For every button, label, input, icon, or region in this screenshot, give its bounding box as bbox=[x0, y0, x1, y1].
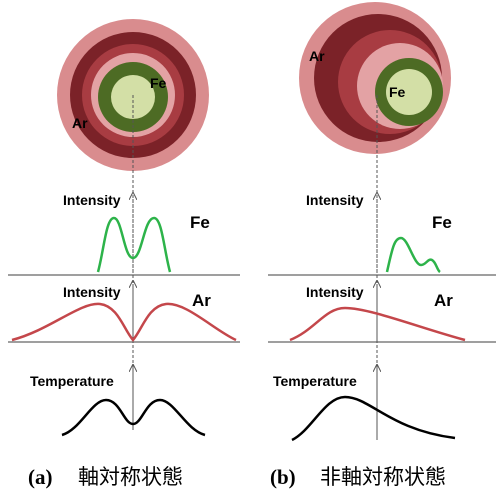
y-label: Intensity bbox=[306, 192, 364, 208]
asymmetric-rings bbox=[299, 2, 451, 154]
diagram: Fe Ar Fe Ar Intensity Fe Intensity Ar Te… bbox=[0, 0, 502, 494]
y-label: Intensity bbox=[63, 192, 121, 208]
fe-label: Fe bbox=[150, 75, 167, 91]
species: Ar bbox=[434, 291, 453, 310]
fe-label: Fe bbox=[389, 84, 406, 100]
caption: 非軸対称状態 bbox=[320, 465, 446, 489]
y-label: Temperature bbox=[30, 373, 114, 389]
caption: 軸対称状態 bbox=[78, 465, 183, 489]
panel-label: (b) bbox=[270, 465, 296, 489]
species: Fe bbox=[432, 213, 452, 232]
y-label: Intensity bbox=[306, 284, 364, 300]
species: Ar bbox=[192, 291, 211, 310]
panel-label: (a) bbox=[28, 465, 53, 489]
y-label: Intensity bbox=[63, 284, 121, 300]
ar-label: Ar bbox=[309, 48, 325, 64]
ar-label: Ar bbox=[72, 115, 88, 131]
species: Fe bbox=[190, 213, 210, 232]
curves bbox=[12, 218, 465, 440]
y-label: Temperature bbox=[273, 373, 357, 389]
